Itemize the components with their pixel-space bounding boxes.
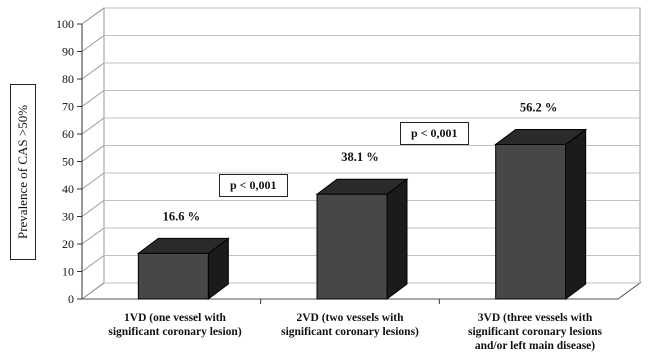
- y-tick-label-10: 10: [62, 265, 74, 279]
- bar-side-2: [386, 178, 408, 300]
- bar-3: [495, 143, 567, 300]
- y-tick-label-20: 20: [62, 237, 74, 251]
- y-tick-label-60: 60: [62, 127, 74, 141]
- p-value-annotation-1: p < 0,001: [219, 174, 288, 197]
- gridline-side-90: [81, 35, 105, 52]
- x-tick-label-2vd: 2VD (two vessels with significant corona…: [281, 312, 419, 338]
- y-tick-label-0: 0: [68, 292, 74, 306]
- data-label-2: 38.1 %: [341, 150, 379, 164]
- y-axis-top-edge: [81, 7, 105, 25]
- y-tick-label-40: 40: [62, 182, 74, 196]
- gridline-side-10: [81, 255, 105, 272]
- gridline-side-30: [81, 200, 105, 217]
- gridline-side-80: [81, 62, 105, 80]
- gridline-side-70: [81, 90, 105, 107]
- gridline-side-40: [81, 172, 105, 190]
- gridline-side-50: [81, 145, 105, 162]
- y-tick-label-50: 50: [62, 155, 74, 169]
- data-label-1: 16.6 %: [163, 209, 201, 223]
- x-tick-label-3vd: 3VD (three vessels with significant coro…: [468, 312, 602, 352]
- y-tick-label-30: 30: [62, 210, 74, 224]
- bar-2: [316, 193, 388, 300]
- gridline-side-20: [81, 227, 105, 245]
- bar-side-3: [565, 128, 587, 300]
- gridline-side-0: [81, 282, 105, 300]
- data-label-3: 56.2 %: [520, 100, 558, 114]
- bar-1: [137, 252, 209, 300]
- y-axis-label-box: Prevalence of CAS >50%: [10, 84, 36, 260]
- gridline-side-60: [81, 117, 105, 135]
- y-axis-label: Prevalence of CAS >50%: [15, 104, 30, 240]
- y-tick-label-70: 70: [62, 100, 74, 114]
- p-value-annotation-2: p < 0,001: [400, 122, 469, 145]
- x-tick-label-1vd: 1VD (one vessel with significant coronar…: [108, 312, 242, 338]
- y-tick-label-80: 80: [62, 72, 74, 86]
- y-tick-label-100: 100: [56, 17, 74, 31]
- y-tick-label-90: 90: [62, 45, 74, 59]
